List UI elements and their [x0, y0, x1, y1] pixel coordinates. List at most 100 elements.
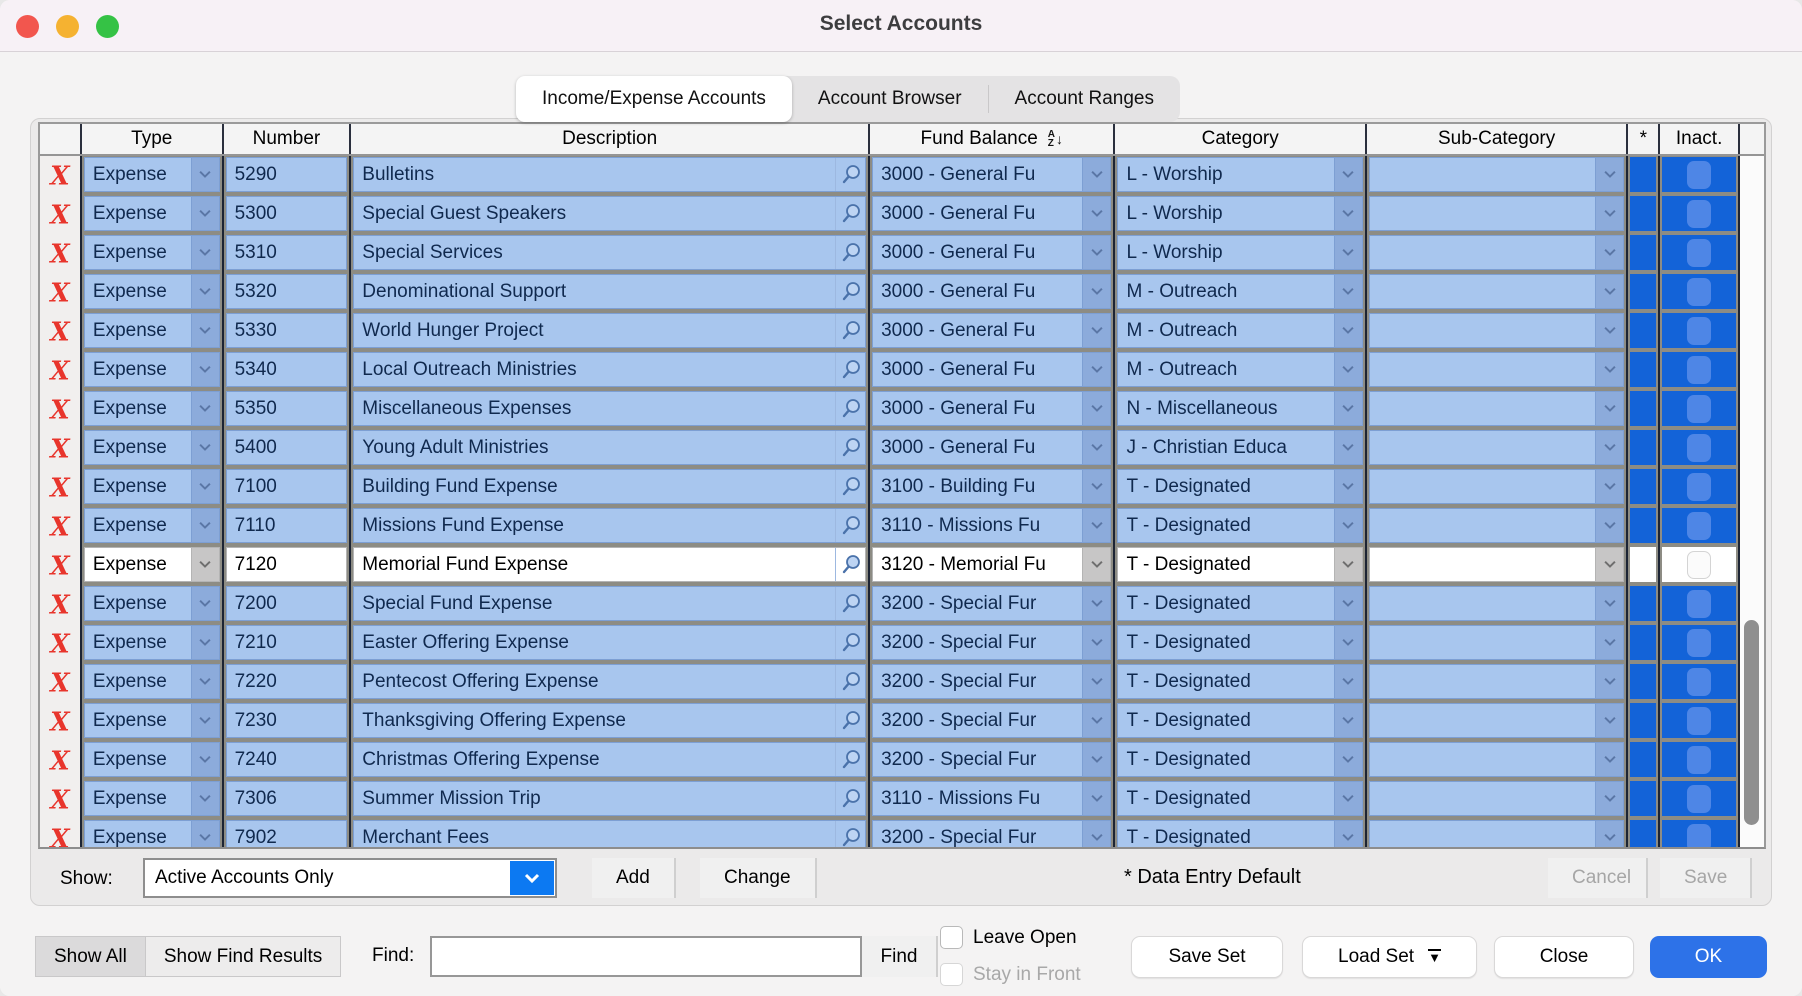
number-field[interactable]: 5350 — [225, 391, 348, 426]
type-dropdown[interactable]: Expense — [83, 157, 220, 192]
sub-category-dropdown[interactable] — [1368, 703, 1625, 738]
ok-button[interactable]: OK — [1650, 936, 1767, 978]
fund-balance-dropdown[interactable]: 3200 - Special Fur — [872, 664, 1112, 699]
inactive-checkbox[interactable] — [1687, 433, 1712, 462]
save-set-button[interactable]: Save Set — [1131, 936, 1283, 978]
load-set-button[interactable]: Load Set ▼ — [1302, 936, 1477, 978]
data-entry-default-cell[interactable] — [1630, 274, 1657, 309]
leave-open-checkbox[interactable] — [940, 926, 963, 949]
data-entry-default-cell[interactable] — [1630, 742, 1657, 777]
category-dropdown[interactable]: L - Worship — [1117, 235, 1363, 270]
type-dropdown[interactable]: Expense — [83, 430, 220, 465]
delete-row-icon[interactable]: X — [40, 468, 82, 507]
data-entry-default-cell[interactable] — [1630, 664, 1657, 699]
number-field[interactable]: 7210 — [225, 625, 348, 660]
description-field[interactable]: Special Guest Speakers — [353, 196, 867, 231]
category-dropdown[interactable]: T - Designated — [1117, 586, 1363, 621]
inactive-checkbox[interactable] — [1687, 160, 1712, 189]
number-field[interactable]: 7100 — [225, 469, 348, 504]
header-sub-category[interactable]: Sub-Category — [1367, 124, 1629, 154]
header-description[interactable]: Description — [351, 124, 871, 154]
data-entry-default-cell[interactable] — [1630, 196, 1657, 231]
sub-category-dropdown[interactable] — [1368, 352, 1625, 387]
type-dropdown[interactable]: Expense — [83, 391, 220, 426]
delete-row-icon[interactable]: X — [40, 507, 82, 546]
inactive-checkbox[interactable] — [1687, 550, 1712, 579]
type-dropdown[interactable]: Expense — [83, 820, 220, 847]
delete-row-icon[interactable]: X — [40, 312, 82, 351]
inactive-checkbox[interactable] — [1687, 589, 1712, 618]
search-icon[interactable] — [835, 821, 865, 847]
number-field[interactable]: 5310 — [225, 235, 348, 270]
category-dropdown[interactable]: L - Worship — [1117, 196, 1363, 231]
fund-balance-dropdown[interactable]: 3200 - Special Fur — [872, 586, 1112, 621]
search-icon[interactable] — [835, 782, 865, 815]
sub-category-dropdown[interactable] — [1368, 664, 1625, 699]
search-icon[interactable] — [835, 392, 865, 425]
description-field[interactable]: Pentecost Offering Expense — [353, 664, 867, 699]
search-icon[interactable] — [835, 431, 865, 464]
data-entry-default-cell[interactable] — [1630, 352, 1657, 387]
data-entry-default-cell[interactable] — [1630, 469, 1657, 504]
type-dropdown[interactable]: Expense — [83, 469, 220, 504]
type-dropdown[interactable]: Expense — [83, 586, 220, 621]
data-entry-default-cell[interactable] — [1630, 781, 1657, 816]
search-icon[interactable] — [835, 587, 865, 620]
fund-balance-dropdown[interactable]: 3110 - Missions Fu — [872, 781, 1112, 816]
sub-category-dropdown[interactable] — [1368, 508, 1625, 543]
category-dropdown[interactable]: T - Designated — [1117, 820, 1363, 847]
search-icon[interactable] — [835, 470, 865, 503]
fund-balance-dropdown[interactable]: 3000 - General Fu — [872, 274, 1112, 309]
type-dropdown[interactable]: Expense — [83, 703, 220, 738]
inactive-checkbox[interactable] — [1687, 511, 1712, 540]
show-all-button[interactable]: Show All — [36, 937, 146, 976]
sub-category-dropdown[interactable] — [1368, 430, 1625, 465]
inactive-checkbox[interactable] — [1687, 355, 1712, 384]
category-dropdown[interactable]: T - Designated — [1117, 469, 1363, 504]
inactive-checkbox[interactable] — [1687, 199, 1712, 228]
fund-balance-dropdown[interactable]: 3200 - Special Fur — [872, 703, 1112, 738]
sub-category-dropdown[interactable] — [1368, 781, 1625, 816]
search-icon[interactable] — [835, 236, 865, 269]
header-type[interactable]: Type — [82, 124, 224, 154]
zoom-window-icon[interactable] — [96, 15, 119, 38]
delete-row-icon[interactable]: X — [40, 429, 82, 468]
type-dropdown[interactable]: Expense — [83, 664, 220, 699]
header-number[interactable]: Number — [224, 124, 352, 154]
category-dropdown[interactable]: M - Outreach — [1117, 274, 1363, 309]
search-icon[interactable] — [835, 665, 865, 698]
description-field[interactable]: Special Services — [353, 235, 867, 270]
search-icon[interactable] — [835, 626, 865, 659]
category-dropdown[interactable]: T - Designated — [1117, 742, 1363, 777]
fund-balance-dropdown[interactable]: 3100 - Building Fu — [872, 469, 1112, 504]
number-field[interactable]: 5330 — [225, 313, 348, 348]
data-entry-default-cell[interactable] — [1630, 547, 1657, 582]
search-icon[interactable] — [835, 314, 865, 347]
type-dropdown[interactable]: Expense — [83, 781, 220, 816]
fund-balance-dropdown[interactable]: 3000 - General Fu — [872, 352, 1112, 387]
type-dropdown[interactable]: Expense — [83, 235, 220, 270]
sub-category-dropdown[interactable] — [1368, 586, 1625, 621]
category-dropdown[interactable]: T - Designated — [1117, 625, 1363, 660]
fund-balance-dropdown[interactable]: 3000 - General Fu — [872, 196, 1112, 231]
sub-category-dropdown[interactable] — [1368, 274, 1625, 309]
type-dropdown[interactable]: Expense — [83, 508, 220, 543]
data-entry-default-cell[interactable] — [1630, 703, 1657, 738]
change-button[interactable]: Change — [700, 858, 817, 898]
sub-category-dropdown[interactable] — [1368, 625, 1625, 660]
sub-category-dropdown[interactable] — [1368, 820, 1625, 847]
description-field[interactable]: Summer Mission Trip — [353, 781, 867, 816]
fund-balance-dropdown[interactable]: 3200 - Special Fur — [872, 820, 1112, 847]
description-field[interactable]: Easter Offering Expense — [353, 625, 867, 660]
type-dropdown[interactable]: Expense — [83, 313, 220, 348]
description-field[interactable]: Christmas Offering Expense — [353, 742, 867, 777]
inactive-checkbox[interactable] — [1687, 823, 1712, 847]
scrollbar-thumb[interactable] — [1744, 620, 1759, 825]
category-dropdown[interactable]: J - Christian Educa — [1117, 430, 1363, 465]
number-field[interactable]: 5290 — [225, 157, 348, 192]
tab-account-browser[interactable]: Account Browser — [817, 88, 962, 109]
description-field[interactable]: Merchant Fees — [353, 820, 867, 847]
description-field[interactable]: Miscellaneous Expenses — [353, 391, 867, 426]
data-entry-default-cell[interactable] — [1630, 430, 1657, 465]
inactive-checkbox[interactable] — [1687, 316, 1712, 345]
